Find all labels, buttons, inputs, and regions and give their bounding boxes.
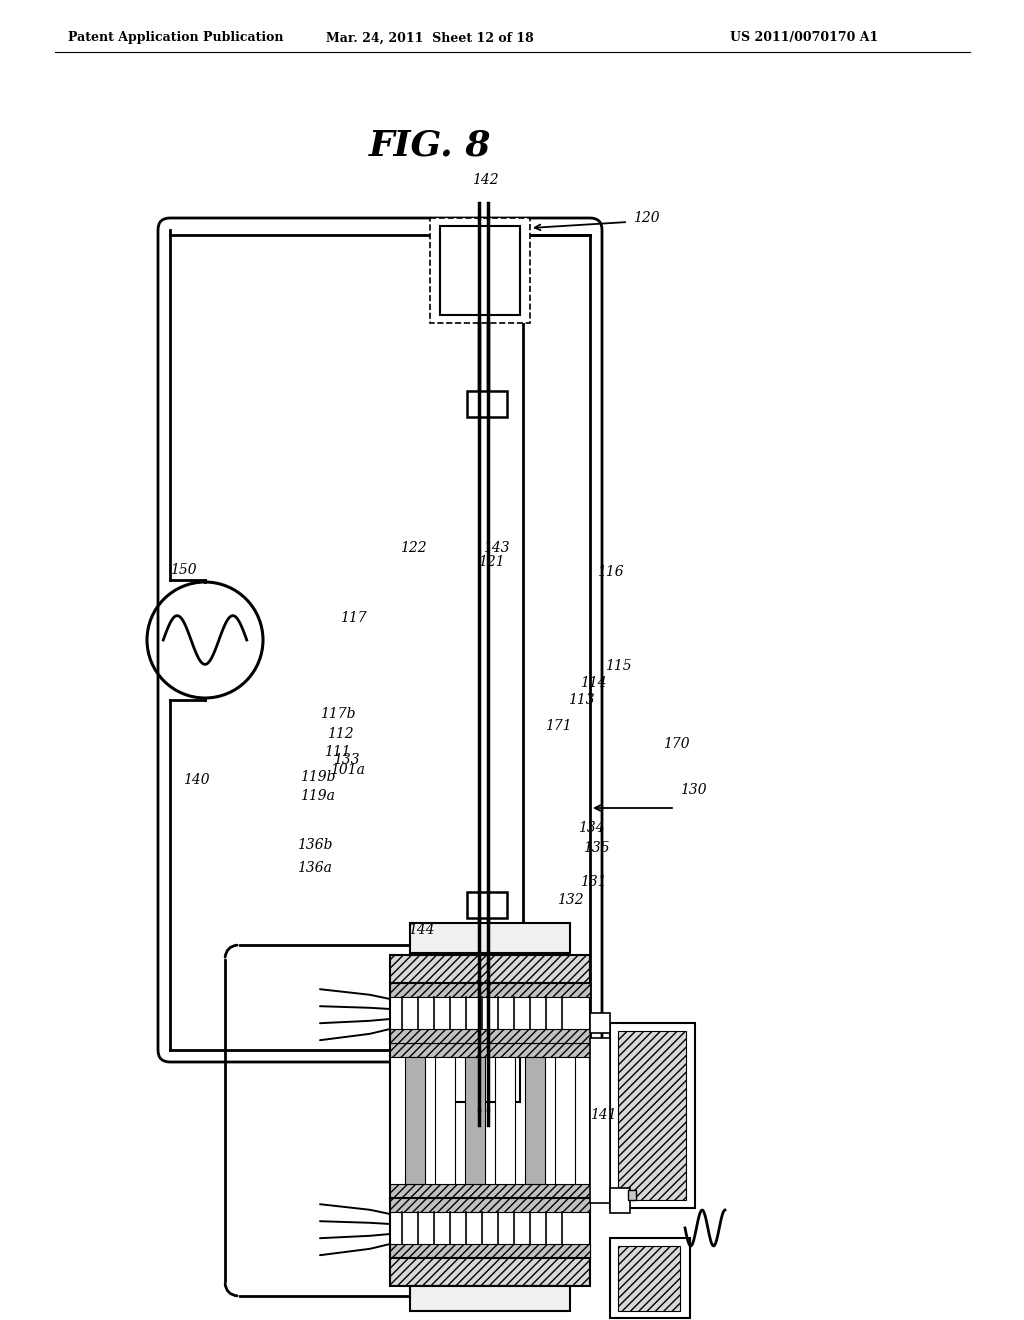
Bar: [440, 226, 520, 315]
Bar: [390, 1043, 590, 1199]
Bar: [390, 1199, 590, 1258]
Bar: [390, 983, 590, 997]
Bar: [406, 1057, 425, 1184]
Text: 132: 132: [557, 894, 584, 907]
Bar: [465, 1057, 485, 1184]
Bar: [440, 987, 520, 1102]
Bar: [390, 1184, 590, 1199]
Text: 114: 114: [580, 676, 606, 690]
Bar: [410, 923, 570, 953]
Bar: [435, 1057, 455, 1184]
Bar: [390, 1258, 590, 1286]
Bar: [555, 1057, 575, 1184]
Bar: [590, 1012, 610, 1034]
Text: 142: 142: [472, 173, 499, 187]
Text: 122: 122: [400, 541, 427, 554]
Text: 130: 130: [680, 783, 707, 797]
Text: 111: 111: [324, 744, 350, 759]
Text: 119b: 119b: [300, 770, 336, 784]
FancyBboxPatch shape: [158, 218, 602, 1063]
Text: 136a: 136a: [297, 861, 332, 875]
Text: US 2011/0070170 A1: US 2011/0070170 A1: [730, 32, 879, 45]
Bar: [495, 1057, 515, 1184]
Text: 171: 171: [545, 719, 571, 733]
Text: 135: 135: [583, 841, 609, 855]
Bar: [467, 892, 507, 917]
Bar: [410, 1286, 570, 1311]
Text: 112: 112: [327, 727, 353, 741]
Bar: [467, 391, 507, 417]
Bar: [610, 1238, 690, 1317]
Text: 141: 141: [590, 1107, 616, 1122]
FancyArrowPatch shape: [225, 1284, 238, 1296]
Text: 113: 113: [568, 693, 595, 708]
Bar: [525, 1057, 545, 1184]
Bar: [430, 218, 530, 323]
Text: 150: 150: [170, 564, 197, 577]
Bar: [390, 1043, 590, 1057]
Text: FIG. 8: FIG. 8: [369, 128, 492, 162]
Bar: [618, 1246, 680, 1311]
Text: 133: 133: [333, 752, 359, 767]
Text: 143: 143: [483, 541, 510, 554]
Text: 170: 170: [663, 737, 689, 751]
Bar: [390, 983, 590, 1043]
Text: 140: 140: [183, 774, 210, 787]
Bar: [618, 1031, 686, 1200]
Text: 120: 120: [633, 211, 659, 224]
Bar: [390, 954, 590, 983]
Text: 131: 131: [580, 875, 606, 888]
Text: 101a: 101a: [330, 763, 365, 777]
Bar: [628, 1191, 636, 1200]
Text: 121: 121: [478, 554, 505, 569]
Text: Mar. 24, 2011  Sheet 12 of 18: Mar. 24, 2011 Sheet 12 of 18: [326, 32, 534, 45]
Bar: [390, 1030, 590, 1043]
Bar: [590, 1038, 610, 1203]
Text: Patent Application Publication: Patent Application Publication: [68, 32, 284, 45]
Bar: [390, 1243, 590, 1258]
Bar: [610, 1188, 630, 1213]
Text: 119a: 119a: [300, 789, 335, 803]
Text: 136b: 136b: [297, 838, 333, 851]
Bar: [390, 1199, 590, 1212]
Bar: [610, 1023, 695, 1208]
Text: 116: 116: [597, 565, 624, 579]
Text: 144: 144: [408, 923, 434, 937]
Text: 115: 115: [605, 659, 632, 673]
Text: 117b: 117b: [319, 708, 355, 721]
Bar: [430, 979, 530, 1110]
FancyArrowPatch shape: [225, 945, 238, 957]
Text: 134: 134: [578, 821, 604, 836]
Text: 117: 117: [340, 611, 367, 624]
